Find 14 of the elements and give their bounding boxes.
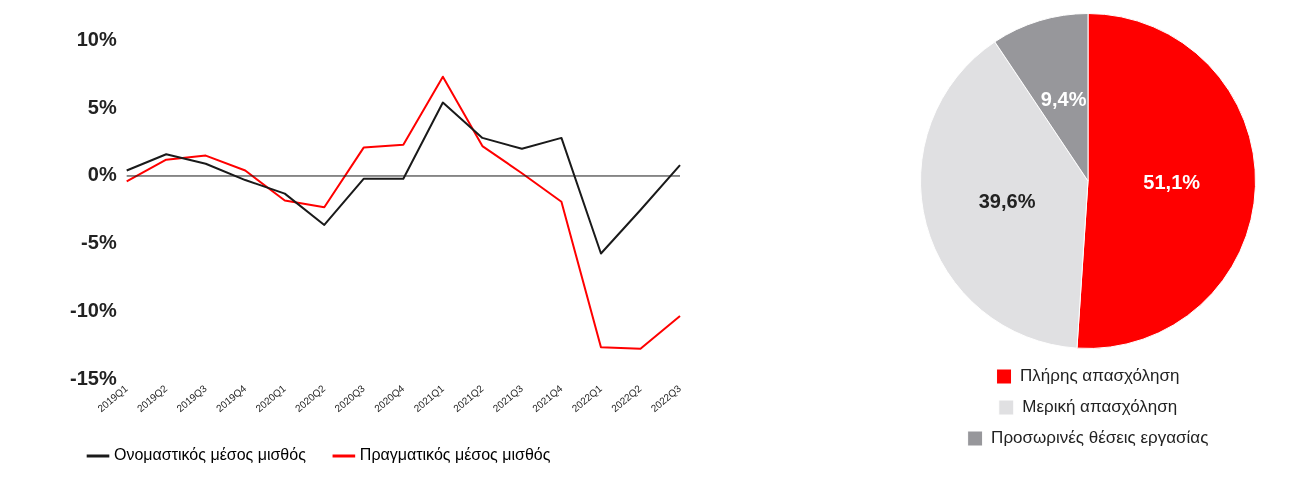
data-label: 51,1% xyxy=(1143,171,1201,194)
y-tick-label: -15% xyxy=(69,367,117,390)
y-tick-label: 10% xyxy=(76,27,117,50)
legend-label: Πραγματικός μέσος μισθός xyxy=(359,446,551,464)
y-tick-label: 5% xyxy=(87,95,117,118)
legend-label: Πλήρης απασχόληση xyxy=(1020,366,1180,386)
legend-label: Ονομαστικός μέσος μισθός xyxy=(114,446,307,464)
data-label: 39,6% xyxy=(978,190,1036,213)
legend-label: Προσωρινές θέσεις εργασίας xyxy=(991,428,1209,448)
y-tick-label: -10% xyxy=(69,299,117,322)
data-label: 9,4% xyxy=(1040,88,1087,111)
y-tick-label: -5% xyxy=(81,231,117,254)
legend-label: Μερική απασχόληση xyxy=(1022,397,1178,417)
y-tick-label: 0% xyxy=(87,163,117,186)
